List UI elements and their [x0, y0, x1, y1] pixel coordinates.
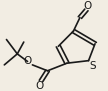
Text: S: S [90, 61, 96, 71]
Text: O: O [83, 1, 92, 11]
Text: O: O [36, 81, 44, 91]
Text: O: O [23, 57, 32, 67]
